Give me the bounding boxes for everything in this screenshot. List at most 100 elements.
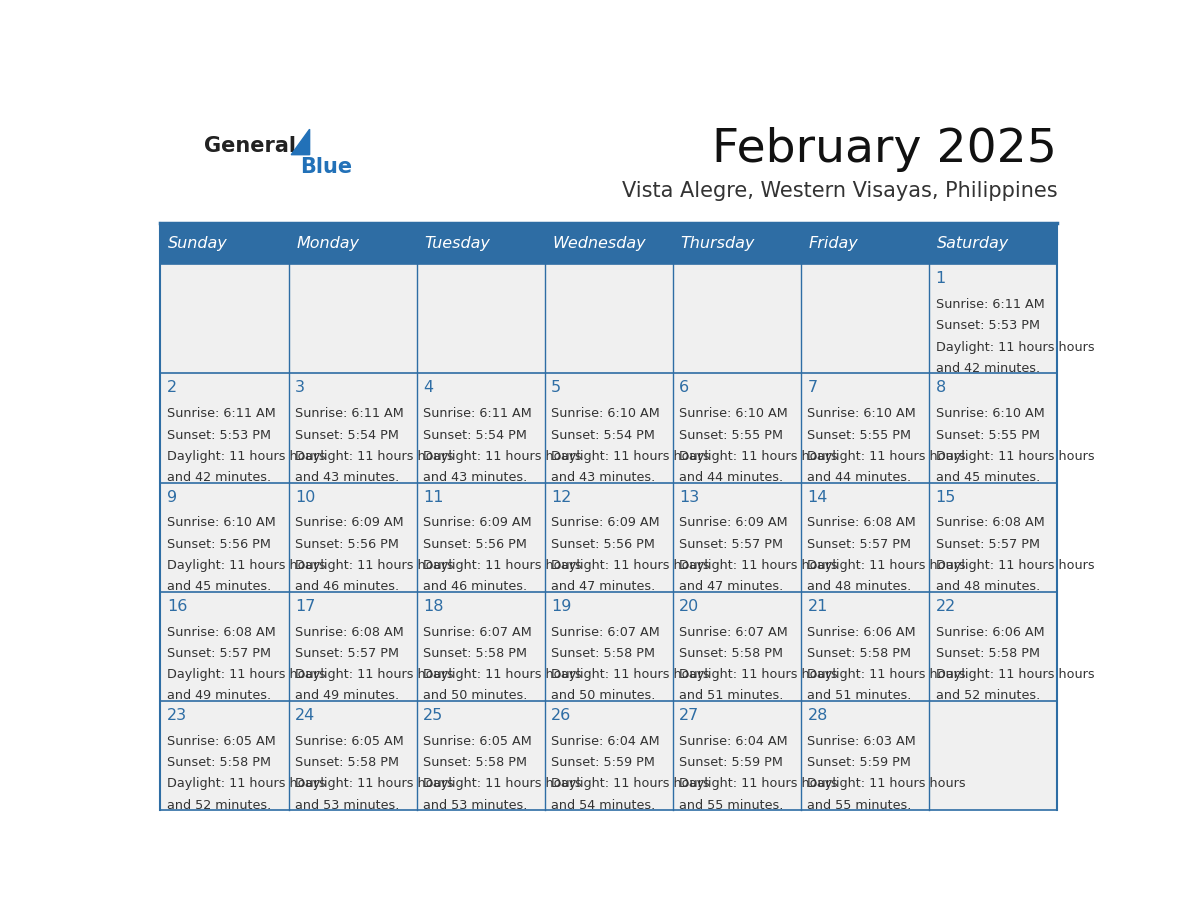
Text: Sunset: 5:58 PM: Sunset: 5:58 PM	[680, 647, 783, 660]
Text: Sunrise: 6:07 AM: Sunrise: 6:07 AM	[551, 625, 661, 639]
Text: Thursday: Thursday	[681, 236, 754, 252]
Text: 15: 15	[936, 489, 956, 505]
Text: Sunrise: 6:08 AM: Sunrise: 6:08 AM	[808, 517, 916, 530]
Bar	[289, 223, 417, 264]
Text: Sunset: 5:58 PM: Sunset: 5:58 PM	[936, 647, 1040, 660]
Text: Daylight: 11 hours hours: Daylight: 11 hours hours	[936, 668, 1094, 681]
Text: and 52 minutes.: and 52 minutes.	[936, 689, 1040, 702]
Text: 7: 7	[808, 380, 817, 396]
Text: Daylight: 11 hours hours: Daylight: 11 hours hours	[936, 450, 1094, 463]
Text: Friday: Friday	[809, 236, 859, 252]
Text: 6: 6	[680, 380, 689, 396]
Text: and 50 minutes.: and 50 minutes.	[423, 689, 527, 702]
Text: Sunrise: 6:10 AM: Sunrise: 6:10 AM	[936, 408, 1044, 420]
Text: 11: 11	[423, 489, 443, 505]
Text: 28: 28	[808, 708, 828, 722]
Text: 10: 10	[295, 489, 315, 505]
Text: Daylight: 11 hours hours: Daylight: 11 hours hours	[680, 778, 838, 790]
Bar	[801, 592, 929, 700]
Text: Sunset: 5:58 PM: Sunset: 5:58 PM	[551, 647, 656, 660]
Text: Daylight: 11 hours hours: Daylight: 11 hours hours	[680, 559, 838, 572]
Text: Sunrise: 6:09 AM: Sunrise: 6:09 AM	[295, 517, 404, 530]
Bar	[289, 592, 417, 700]
Text: 20: 20	[680, 599, 700, 614]
Text: and 43 minutes.: and 43 minutes.	[295, 471, 399, 484]
Bar	[929, 592, 1057, 700]
Text: Daylight: 11 hours hours: Daylight: 11 hours hours	[423, 668, 582, 681]
Text: Daylight: 11 hours hours: Daylight: 11 hours hours	[680, 668, 838, 681]
Text: 17: 17	[295, 599, 315, 614]
Text: and 45 minutes.: and 45 minutes.	[166, 580, 271, 593]
Text: Daylight: 11 hours hours: Daylight: 11 hours hours	[551, 450, 710, 463]
Text: and 44 minutes.: and 44 minutes.	[808, 471, 911, 484]
Text: Sunset: 5:55 PM: Sunset: 5:55 PM	[680, 429, 783, 442]
Bar	[160, 223, 289, 264]
Text: Daylight: 11 hours hours: Daylight: 11 hours hours	[936, 341, 1094, 353]
Text: Sunrise: 6:10 AM: Sunrise: 6:10 AM	[551, 408, 661, 420]
Bar	[801, 700, 929, 810]
Bar	[417, 264, 545, 374]
Text: and 42 minutes.: and 42 minutes.	[936, 362, 1040, 375]
Text: 25: 25	[423, 708, 443, 722]
Text: Sunrise: 6:08 AM: Sunrise: 6:08 AM	[936, 517, 1044, 530]
Text: Daylight: 11 hours hours: Daylight: 11 hours hours	[423, 450, 582, 463]
Text: Sunrise: 6:09 AM: Sunrise: 6:09 AM	[551, 517, 659, 530]
Text: and 53 minutes.: and 53 minutes.	[295, 799, 399, 812]
Text: February 2025: February 2025	[713, 127, 1057, 172]
Text: and 48 minutes.: and 48 minutes.	[936, 580, 1040, 593]
Bar	[672, 483, 801, 592]
Bar	[929, 264, 1057, 374]
Bar	[672, 264, 801, 374]
Text: Daylight: 11 hours hours: Daylight: 11 hours hours	[295, 778, 454, 790]
Bar	[545, 483, 672, 592]
Bar	[289, 264, 417, 374]
Text: Sunrise: 6:06 AM: Sunrise: 6:06 AM	[808, 625, 916, 639]
Text: Sunrise: 6:05 AM: Sunrise: 6:05 AM	[166, 734, 276, 748]
Text: Sunset: 5:56 PM: Sunset: 5:56 PM	[551, 538, 655, 551]
Text: Sunday: Sunday	[169, 236, 228, 252]
Text: Vista Alegre, Western Visayas, Philippines: Vista Alegre, Western Visayas, Philippin…	[621, 181, 1057, 201]
Bar	[672, 374, 801, 483]
Text: and 48 minutes.: and 48 minutes.	[808, 580, 911, 593]
Text: 9: 9	[166, 489, 177, 505]
Text: 18: 18	[423, 599, 443, 614]
Text: Sunrise: 6:10 AM: Sunrise: 6:10 AM	[680, 408, 788, 420]
Text: Daylight: 11 hours hours: Daylight: 11 hours hours	[295, 559, 454, 572]
Bar	[289, 700, 417, 810]
Bar	[929, 374, 1057, 483]
Text: and 43 minutes.: and 43 minutes.	[423, 471, 527, 484]
Text: 3: 3	[295, 380, 305, 396]
Text: Sunrise: 6:09 AM: Sunrise: 6:09 AM	[680, 517, 788, 530]
Bar	[801, 483, 929, 592]
Text: 19: 19	[551, 599, 571, 614]
Bar	[545, 592, 672, 700]
Text: and 46 minutes.: and 46 minutes.	[423, 580, 527, 593]
Text: Sunrise: 6:07 AM: Sunrise: 6:07 AM	[423, 625, 532, 639]
Text: Daylight: 11 hours hours: Daylight: 11 hours hours	[808, 778, 966, 790]
Text: Daylight: 11 hours hours: Daylight: 11 hours hours	[423, 778, 582, 790]
Text: 13: 13	[680, 489, 700, 505]
Bar	[160, 374, 289, 483]
Text: Sunrise: 6:03 AM: Sunrise: 6:03 AM	[808, 734, 916, 748]
Bar	[545, 700, 672, 810]
Bar	[160, 483, 289, 592]
Text: Sunset: 5:55 PM: Sunset: 5:55 PM	[808, 429, 911, 442]
Bar	[672, 592, 801, 700]
Text: Sunset: 5:56 PM: Sunset: 5:56 PM	[423, 538, 527, 551]
Text: Daylight: 11 hours hours: Daylight: 11 hours hours	[295, 450, 454, 463]
Text: Sunset: 5:54 PM: Sunset: 5:54 PM	[295, 429, 399, 442]
Text: Sunrise: 6:11 AM: Sunrise: 6:11 AM	[936, 298, 1044, 311]
Text: Monday: Monday	[296, 236, 359, 252]
Text: Sunrise: 6:11 AM: Sunrise: 6:11 AM	[295, 408, 404, 420]
Text: 1: 1	[936, 272, 946, 286]
Text: and 45 minutes.: and 45 minutes.	[936, 471, 1040, 484]
Text: Sunrise: 6:11 AM: Sunrise: 6:11 AM	[166, 408, 276, 420]
Text: Sunset: 5:58 PM: Sunset: 5:58 PM	[808, 647, 911, 660]
Text: Sunset: 5:58 PM: Sunset: 5:58 PM	[423, 647, 527, 660]
Text: and 49 minutes.: and 49 minutes.	[166, 689, 271, 702]
Text: Sunset: 5:54 PM: Sunset: 5:54 PM	[551, 429, 655, 442]
Bar	[545, 264, 672, 374]
Bar	[545, 223, 672, 264]
Text: and 51 minutes.: and 51 minutes.	[808, 689, 912, 702]
Text: and 55 minutes.: and 55 minutes.	[680, 799, 784, 812]
